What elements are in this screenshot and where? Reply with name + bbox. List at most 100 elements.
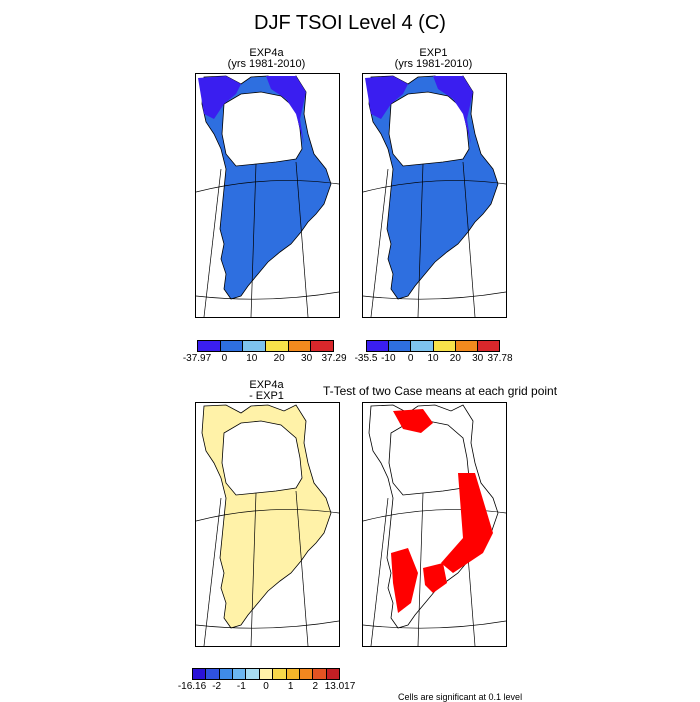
colorbar-exp4a-tick-label: 10 [246, 353, 258, 364]
colorbar-exp4a-tick-label: 20 [273, 353, 285, 364]
colorbar-exp4a-swatch [198, 341, 221, 351]
colorbar-exp1-swatch [433, 341, 456, 351]
longitude-line [203, 497, 222, 646]
colorbar-exp1: -35.5 -10 0 10 20 30 37.78 [355, 340, 513, 365]
colorbar-exp1-tick-label: -35.5 [354, 353, 378, 364]
colorbar-exp1-swatch [477, 341, 500, 351]
latitude-line [363, 291, 506, 300]
colorbar-exp1-swatch [411, 341, 434, 351]
map-panel-ttest [362, 402, 507, 647]
colorbar-diff-swatch [193, 669, 207, 679]
colorbar-diff-tick-label: -1 [236, 681, 246, 692]
map-svg-ttest [363, 404, 506, 646]
significant-cells [441, 473, 493, 573]
colorbar-diff-swatch [259, 669, 274, 679]
panel2-title-line1: EXP1 [419, 47, 448, 59]
longitude-line [370, 168, 389, 317]
colorbar-exp4a-tick-label: 37.29 [321, 353, 347, 364]
map-svg-exp4a [196, 75, 339, 317]
colorbar-exp4a-swatch [243, 341, 267, 351]
ice-sheet-interior [221, 91, 303, 167]
colorbar-diff-swatches [192, 668, 340, 680]
colorbar-diff-swatch [273, 669, 287, 679]
colorbar-exp4a-tick-label: 0 [221, 353, 228, 364]
significant-cells [423, 563, 447, 593]
significant-cells [393, 409, 433, 433]
latitude-line [363, 509, 506, 522]
colorbar-diff-tick-label: -16.16 [177, 681, 207, 692]
longitude-line [417, 163, 424, 317]
latitude-line [196, 180, 339, 193]
ice-sheet-interior [221, 420, 303, 496]
panel2-title: EXP1 (yrs 1981-2010) [362, 48, 505, 70]
map-panel-exp1 [362, 73, 507, 318]
colorbar-diff-tick-label: 1 [287, 681, 294, 692]
colorbar-diff-swatch [326, 669, 339, 679]
colorbar-diff-swatch [286, 669, 300, 679]
colorbar-exp1-tick-label: 10 [427, 353, 439, 364]
colorbar-exp1-tick-label: 20 [449, 353, 461, 364]
colorbar-exp1-swatch [455, 341, 478, 351]
colorbar-diff-swatch [219, 669, 234, 679]
latitude-line [196, 291, 339, 300]
colorbar-exp4a-swatch [311, 341, 334, 351]
colorbar-exp4a-swatches [197, 340, 334, 352]
colorbar-diff-swatch [233, 669, 247, 679]
longitude-line [250, 163, 257, 317]
panel1-title-line2: (yrs 1981-2010) [227, 58, 306, 70]
colorbar-exp1-tick-label: 30 [472, 353, 484, 364]
colorbar-diff-tick-label: 0 [263, 681, 269, 692]
colorbar-exp4a-tick-label: -37.97 [182, 353, 212, 364]
colorbar-diff-tick-label: 2 [312, 681, 319, 692]
colorbar-exp4a-swatch [220, 341, 244, 351]
colorbar-diff-labels: -16.16 -2 -1 0 1 2 13.017 [178, 681, 355, 693]
panel3-title: EXP4a - EXP1 [195, 380, 338, 402]
longitude-line [417, 492, 424, 646]
map-panel-exp4a [195, 73, 340, 318]
colorbar-exp1-swatches [366, 340, 500, 352]
colorbar-diff-swatch [246, 669, 260, 679]
significance-footnote: Cells are significant at 0.1 level [398, 692, 523, 702]
colorbar-exp4a-swatch [288, 341, 312, 351]
colorbar-exp4a-swatch [266, 341, 289, 351]
colorbar-diff-swatch [299, 669, 314, 679]
panel1-title: EXP4a (yrs 1981-2010) [195, 48, 338, 70]
colorbar-exp1-swatch [389, 341, 412, 351]
latitude-line [196, 509, 339, 522]
map-svg-exp1 [363, 75, 506, 317]
colorbar-exp4a: -37.97 0 10 20 30 37.29 [183, 340, 347, 365]
figure-title: DJF TSOI Level 4 (C) [254, 12, 446, 34]
colorbar-exp1-tick-label: -10 [381, 353, 396, 364]
longitude-line [295, 490, 309, 646]
cold-region [198, 76, 241, 119]
colorbar-exp1-tick-label: 37.78 [487, 353, 513, 364]
colorbar-diff-swatch [206, 669, 220, 679]
longitude-line [370, 497, 389, 646]
colorbar-exp1-swatch [367, 341, 390, 351]
latitude-line [363, 620, 506, 629]
panel3-title-line2: - EXP1 [249, 390, 284, 402]
colorbar-exp1-tick-label: 0 [407, 353, 414, 364]
significant-cells [391, 548, 418, 613]
cold-region [365, 76, 408, 119]
cold-region [266, 76, 306, 144]
latitude-line [196, 620, 339, 629]
panel4-title: T-Test of two Case means at each grid po… [322, 384, 558, 398]
map-panel-diff [195, 402, 340, 647]
colorbar-diff: -16.16 -2 -1 0 1 2 13.017 [178, 668, 355, 693]
panel3-title-line1: EXP4a [249, 379, 284, 391]
colorbar-diff-swatch [313, 669, 327, 679]
cold-region [433, 76, 473, 144]
longitude-line [203, 168, 222, 317]
longitude-line [250, 492, 257, 646]
colorbar-diff-tick-label: -2 [212, 681, 222, 692]
latitude-line [363, 180, 506, 193]
longitude-line [295, 161, 309, 317]
colorbar-diff-tick-label: 13.017 [324, 681, 356, 692]
colorbar-exp1-labels: -35.5 -10 0 10 20 30 37.78 [355, 353, 513, 365]
panel1-title-line1: EXP4a [249, 47, 284, 59]
longitude-line [462, 161, 476, 317]
colorbar-exp4a-tick-label: 30 [301, 353, 313, 364]
map-svg-diff [196, 404, 339, 646]
panel2-title-line2: (yrs 1981-2010) [394, 58, 473, 70]
